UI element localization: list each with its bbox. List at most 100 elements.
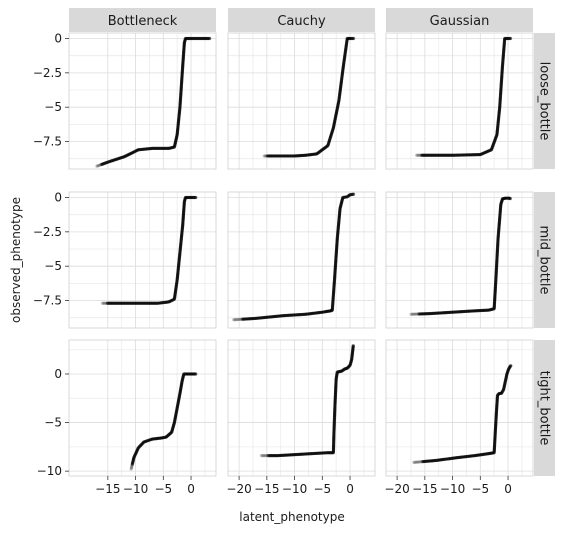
data-point	[262, 454, 266, 458]
x-tick-label: −15	[412, 482, 437, 496]
data-point	[413, 460, 417, 464]
data-point	[351, 36, 356, 41]
data-point	[416, 460, 420, 464]
data-point	[102, 301, 106, 305]
x-tick-label: −15	[254, 482, 279, 496]
data-point	[260, 454, 264, 458]
facet-strip-row	[534, 192, 555, 328]
data-point	[234, 317, 238, 322]
panel-points-tight_bottle-bottleneck	[129, 372, 198, 471]
x-tick-label: −10	[282, 482, 307, 496]
data-point	[508, 197, 512, 201]
panel-points-mid_bottle-gaussian	[409, 196, 512, 316]
x-tick-label: −15	[95, 482, 120, 496]
data-point	[413, 312, 417, 316]
data-point	[351, 344, 355, 348]
facet-label-col: Gaussian	[430, 14, 490, 29]
y-tick-label: −7.5	[33, 135, 62, 149]
data-point	[95, 164, 100, 168]
data-point	[414, 460, 418, 464]
data-point	[412, 312, 416, 316]
data-point	[415, 153, 419, 157]
data-point	[95, 164, 99, 168]
y-tick-label: −5	[44, 416, 62, 430]
x-tick-label: −10	[123, 482, 148, 496]
data-point	[194, 372, 198, 376]
x-tick-label: 0	[187, 482, 195, 496]
data-point	[129, 466, 133, 470]
panel-frame	[385, 32, 534, 170]
data-point	[411, 312, 415, 316]
facet-strip-col	[386, 8, 533, 32]
panel-points-tight_bottle-gaussian	[412, 364, 513, 464]
x-axis-title: latent_phenotype	[239, 510, 344, 524]
data-point	[194, 195, 198, 200]
y-tick-label: −7.5	[33, 294, 62, 308]
panel-points-loose_bottle-bottleneck	[95, 36, 212, 168]
data-point	[351, 192, 356, 196]
data-point	[263, 454, 267, 458]
facet-strip-col	[228, 8, 375, 32]
x-tick-label: −10	[440, 482, 465, 496]
data-point	[129, 467, 133, 471]
data-point	[509, 364, 513, 368]
data-point	[414, 312, 418, 316]
panel-points-tight_bottle-cauchy	[259, 344, 355, 458]
y-tick-label: −5	[44, 100, 62, 114]
axes-layer: 0−2.5−5−7.50−2.5−5−7.50−5−10−15 −10 −5 0 −20…	[33, 31, 512, 496]
data-point	[238, 317, 242, 321]
data-point	[233, 318, 237, 322]
data-point	[414, 153, 419, 157]
x-tick-label: 0	[504, 482, 512, 496]
data-point	[100, 301, 104, 305]
facet-label-col: Cauchy	[277, 14, 326, 29]
data-point	[96, 164, 100, 168]
x-tick-label: −20	[384, 482, 409, 496]
y-tick-label: −2.5	[33, 66, 62, 80]
y-axis-title: observed_phenotype	[9, 197, 23, 323]
data-point	[261, 454, 265, 458]
panel-frame	[68, 339, 217, 477]
y-tick-label: 0	[54, 190, 62, 204]
panel-frame	[227, 32, 376, 170]
data-point	[236, 317, 240, 322]
points-layer	[95, 36, 513, 471]
data-point	[417, 153, 421, 157]
data-point	[237, 317, 241, 322]
data-point	[417, 460, 421, 464]
grid-layer	[69, 33, 533, 476]
data-point	[508, 36, 513, 41]
x-tick-label: 0	[346, 482, 354, 496]
facet-label-col: Bottleneck	[108, 14, 178, 29]
facet-strip-row	[534, 33, 555, 169]
facet-label-row: loose_bottle	[537, 62, 552, 141]
x-tick-label: −5	[154, 482, 172, 496]
data-point	[231, 318, 236, 322]
x-tick-label: −5	[313, 482, 331, 496]
panel-frame	[68, 32, 217, 170]
panel-points-mid_bottle-bottleneck	[100, 195, 198, 305]
strips-layer: Bottleneck Cauchy Gaussian loose_bottle mid_…	[69, 8, 555, 476]
data-point	[418, 460, 422, 464]
facet-label-row: tight_bottle	[537, 371, 552, 446]
data-point	[412, 312, 417, 316]
data-point	[235, 317, 239, 322]
panel-frame	[227, 191, 376, 329]
x-tick-label: −20	[226, 482, 251, 496]
panel-frame	[385, 191, 534, 329]
data-point	[413, 460, 418, 464]
facet-strip-col	[69, 8, 216, 32]
data-point	[415, 460, 419, 464]
data-point	[232, 318, 237, 322]
y-tick-label: −2.5	[33, 225, 62, 239]
data-point	[259, 454, 263, 458]
panel-frame	[385, 339, 534, 477]
panel-points-mid_bottle-cauchy	[231, 192, 356, 322]
panel-points-loose_bottle-gaussian	[414, 36, 513, 157]
data-point	[103, 301, 107, 305]
y-tick-label: −5	[44, 259, 62, 273]
panel-points-loose_bottle-cauchy	[262, 36, 356, 158]
data-point	[409, 312, 413, 316]
data-point	[264, 454, 268, 458]
